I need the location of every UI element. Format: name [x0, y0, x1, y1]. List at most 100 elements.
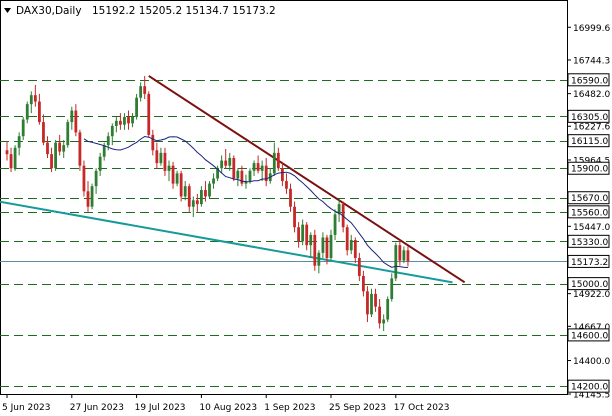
- candle: [94, 168, 98, 194]
- date-tick-label: 5 Jun 2023: [2, 403, 50, 413]
- candle-body: [297, 227, 300, 242]
- candle-body: [171, 165, 175, 184]
- candle-body: [86, 191, 90, 207]
- candle-body: [353, 240, 357, 258]
- candle-body: [220, 160, 224, 169]
- support-trendline[interactable]: [0, 200, 453, 284]
- candle-body: [378, 306, 381, 324]
- candle-body: [276, 152, 280, 169]
- candle-body: [398, 245, 402, 261]
- candle-body: [123, 116, 126, 125]
- candle-body: [155, 150, 159, 164]
- candle-body: [362, 275, 365, 292]
- candle-body: [208, 183, 211, 197]
- candle: [135, 93, 138, 120]
- level-label: 15330.0: [567, 234, 610, 248]
- moving-average: [83, 135, 408, 268]
- candle: [9, 147, 13, 173]
- candle: [321, 232, 325, 258]
- candle-body: [272, 152, 276, 174]
- price-tick-label: 16482.0: [573, 90, 610, 100]
- trendlines: [0, 75, 466, 284]
- level-label: 15900.0: [567, 161, 610, 175]
- candle-body: [349, 240, 353, 251]
- price-tick-label: 15964.5: [573, 156, 610, 166]
- candle: [131, 113, 134, 128]
- candle: [228, 152, 232, 171]
- collapse-triangle-icon[interactable]: [4, 8, 11, 13]
- candle: [317, 250, 321, 274]
- resistance-trendline[interactable]: [148, 75, 466, 284]
- candle-body: [82, 165, 86, 192]
- candle-body: [200, 190, 203, 205]
- candle: [325, 234, 329, 265]
- candle-body: [70, 110, 74, 123]
- candle-body: [54, 142, 57, 169]
- candle: [204, 181, 207, 202]
- candle: [123, 113, 126, 130]
- candle: [151, 129, 155, 156]
- candle: [236, 168, 240, 187]
- candle-body: [183, 186, 187, 197]
- candle: [293, 201, 296, 233]
- candle: [147, 91, 151, 138]
- candle: [349, 234, 353, 255]
- candle: [82, 160, 86, 197]
- candle: [13, 145, 17, 171]
- candle-body: [301, 224, 305, 242]
- candle-body: [62, 145, 66, 152]
- level-label-box: [567, 205, 610, 219]
- candle: [70, 106, 74, 130]
- candle-body: [135, 97, 138, 117]
- candle: [390, 273, 394, 302]
- candle: [402, 246, 406, 264]
- level-label-text: 15670.0: [571, 194, 608, 204]
- candle-body: [212, 178, 215, 184]
- level-label-text: 15900.0: [571, 165, 608, 175]
- candle-body: [114, 120, 118, 126]
- candle-body: [244, 181, 248, 184]
- candle: [86, 181, 90, 212]
- candle-body: [390, 278, 394, 300]
- candle: [301, 219, 305, 246]
- candle: [175, 170, 179, 187]
- candle: [143, 75, 147, 100]
- candle: [240, 165, 244, 187]
- level-label-text: 15330.0: [571, 238, 608, 248]
- candle-body: [187, 186, 191, 207]
- candle-body: [127, 116, 130, 124]
- price-tick-label: 14145.5: [573, 391, 610, 401]
- candle: [386, 296, 390, 323]
- candle-body: [252, 163, 256, 171]
- candle-body: [305, 224, 309, 246]
- candle-body: [285, 181, 288, 189]
- candle-body: [248, 170, 252, 182]
- date-tick-label: 19 Jul 2023: [135, 403, 186, 413]
- level-label-box: [567, 191, 610, 205]
- candle-body: [325, 237, 329, 258]
- candle-body: [143, 86, 147, 94]
- level-label-box: [567, 379, 610, 393]
- candle: [260, 160, 264, 182]
- candle-body: [119, 120, 122, 125]
- candle-body: [337, 204, 341, 215]
- candle: [17, 132, 21, 156]
- candle: [305, 222, 309, 251]
- candle: [21, 116, 25, 141]
- candle-body: [98, 156, 102, 171]
- candle-body: [240, 170, 244, 184]
- candle-body: [256, 163, 260, 171]
- candle-body: [293, 206, 296, 228]
- level-label: 14200.0: [567, 379, 610, 393]
- candle: [382, 314, 386, 332]
- candle: [313, 229, 317, 271]
- current-price-label: 15173.2: [567, 254, 610, 268]
- ma-line: [83, 135, 408, 268]
- candle: [281, 161, 284, 187]
- candle-body: [94, 170, 98, 187]
- candle: [183, 181, 187, 201]
- candle-body: [25, 104, 29, 120]
- level-label-box: [567, 234, 610, 248]
- candle: [297, 222, 300, 248]
- candle-body: [9, 154, 13, 169]
